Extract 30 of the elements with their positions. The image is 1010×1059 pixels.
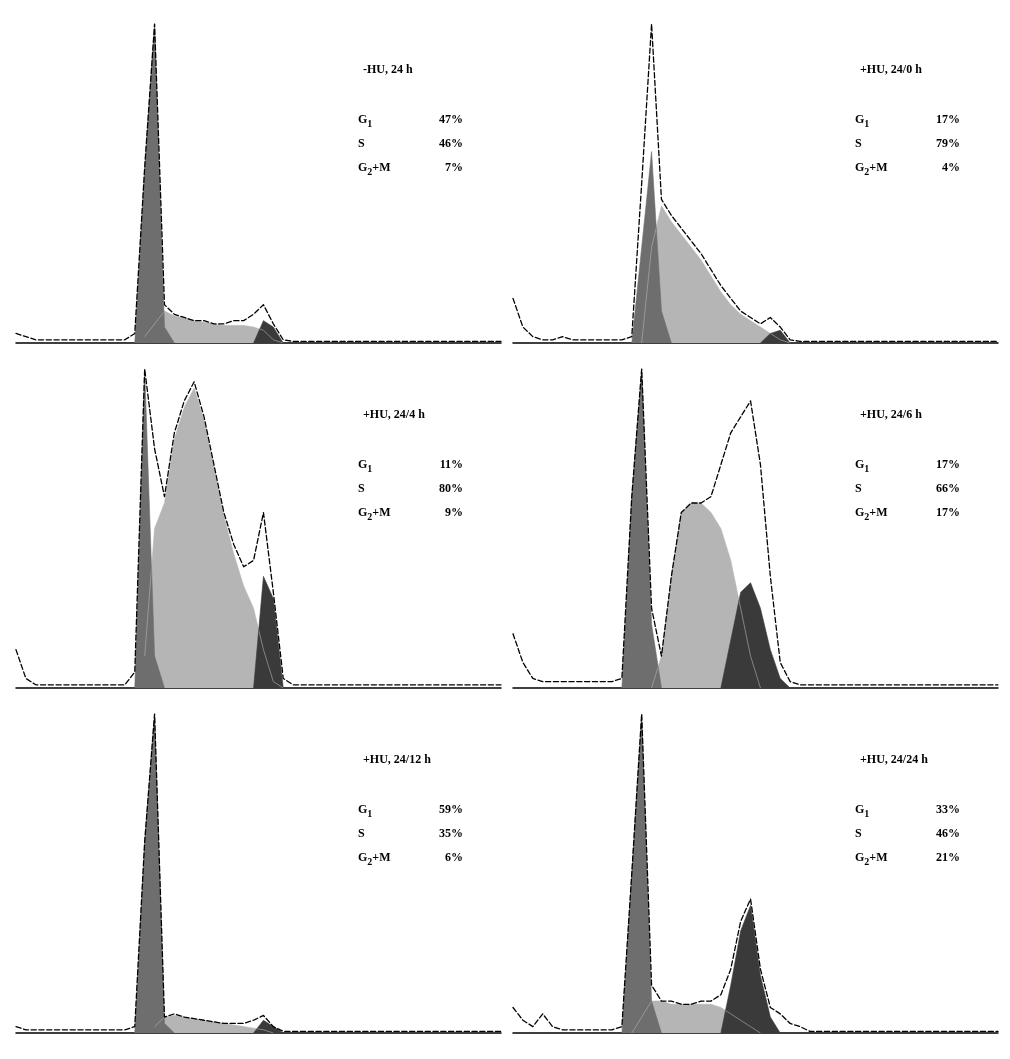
- text: +HU, 24/0 h: [860, 62, 923, 76]
- annotation: 46%: [439, 136, 463, 150]
- annotation: S: [855, 136, 862, 150]
- annotation: S: [855, 826, 862, 840]
- annotation: 17%: [936, 112, 960, 126]
- text: +HU, 24/12 h: [363, 752, 432, 766]
- annotation: 59%: [439, 802, 463, 816]
- annotation: 17%: [936, 505, 960, 519]
- annotation: S: [358, 826, 365, 840]
- annotation: 4%: [942, 160, 960, 174]
- annotation: 80%: [439, 481, 463, 495]
- text: +HU, 24/6 h: [860, 407, 923, 421]
- annotation: S: [855, 481, 862, 495]
- annotation: 66%: [936, 481, 960, 495]
- text: -HU, 24 h: [363, 62, 413, 76]
- annotation: 6%: [445, 850, 463, 864]
- annotation: 7%: [445, 160, 463, 174]
- annotation: S: [358, 481, 365, 495]
- text: +HU, 24/24 h: [860, 752, 929, 766]
- annotation: 17%: [936, 457, 960, 471]
- annotation: 11%: [439, 457, 464, 471]
- annotation: 35%: [439, 826, 463, 840]
- annotation: S: [358, 136, 365, 150]
- annotation: 33%: [936, 802, 960, 816]
- annotation: 21%: [936, 850, 960, 864]
- annotation: 47%: [439, 112, 463, 126]
- annotation: 46%: [936, 826, 960, 840]
- annotation: 9%: [445, 505, 463, 519]
- annotation: 79%: [936, 136, 960, 150]
- text: +HU, 24/4 h: [363, 407, 426, 421]
